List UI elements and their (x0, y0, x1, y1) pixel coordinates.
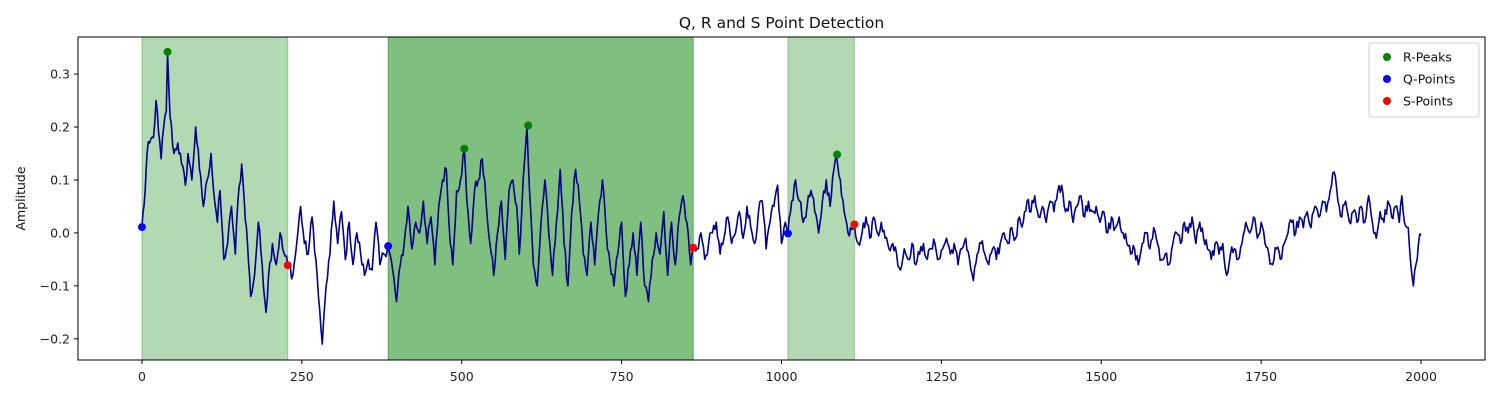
s-points-marker-2 (689, 243, 698, 252)
y-tick-label: 0.3 (50, 67, 70, 82)
s-points-marker-3 (850, 220, 859, 229)
shaded-region-3 (787, 36, 855, 361)
x-tick-label: 1250 (925, 369, 957, 384)
y-tick-label: −0.1 (40, 278, 70, 293)
x-tick-label: 0 (138, 369, 146, 384)
q-points-marker-3 (783, 229, 792, 238)
r-peaks-marker-4 (833, 150, 842, 159)
s-points-marker-1 (283, 261, 292, 270)
x-tick-label: 2000 (1405, 369, 1437, 384)
shaded-regions (141, 36, 855, 361)
legend-label-r-peaks: R-Peaks (1403, 50, 1452, 65)
q-points-marker-2 (384, 242, 393, 251)
x-tick-label: 250 (290, 369, 314, 384)
r-peaks-marker-3 (524, 121, 533, 130)
shaded-region-2 (387, 36, 694, 361)
y-tick-label: 0.0 (50, 225, 70, 240)
chart-title: Q, R and S Point Detection (679, 14, 884, 32)
legend-label-s-points: S-Points (1403, 94, 1453, 109)
x-tick-label: 1000 (766, 369, 798, 384)
r-peaks-marker-2 (460, 144, 469, 153)
q-points-marker-1 (137, 223, 146, 232)
legend-marker-q-points (1383, 75, 1391, 83)
y-tick-label: −0.2 (40, 331, 70, 346)
plot-frame (77, 36, 1486, 361)
y-tick-label: 0.2 (50, 120, 70, 135)
legend-box (1368, 42, 1480, 118)
detection-markers (137, 47, 859, 270)
y-axis-label: Amplitude (13, 166, 28, 230)
y-axis: −0.2 −0.1 0.0 0.1 0.2 0.3 (40, 67, 78, 346)
x-tick-label: 1500 (1085, 369, 1117, 384)
legend-marker-r-peaks (1383, 53, 1391, 61)
y-tick-label: 0.1 (50, 172, 70, 187)
legend: R-Peaks Q-Points S-Points (1368, 42, 1480, 118)
legend-marker-s-points (1383, 97, 1391, 105)
x-axis: 0 250 500 750 1000 1250 1500 1750 2000 (138, 360, 1437, 384)
x-tick-label: 750 (610, 369, 634, 384)
x-tick-label: 1750 (1245, 369, 1277, 384)
signal-series (141, 52, 1422, 345)
legend-label-q-points: Q-Points (1403, 72, 1455, 87)
r-peaks-marker-1 (163, 47, 172, 56)
ecg-signal-line (141, 52, 1422, 345)
x-tick-label: 500 (450, 369, 474, 384)
